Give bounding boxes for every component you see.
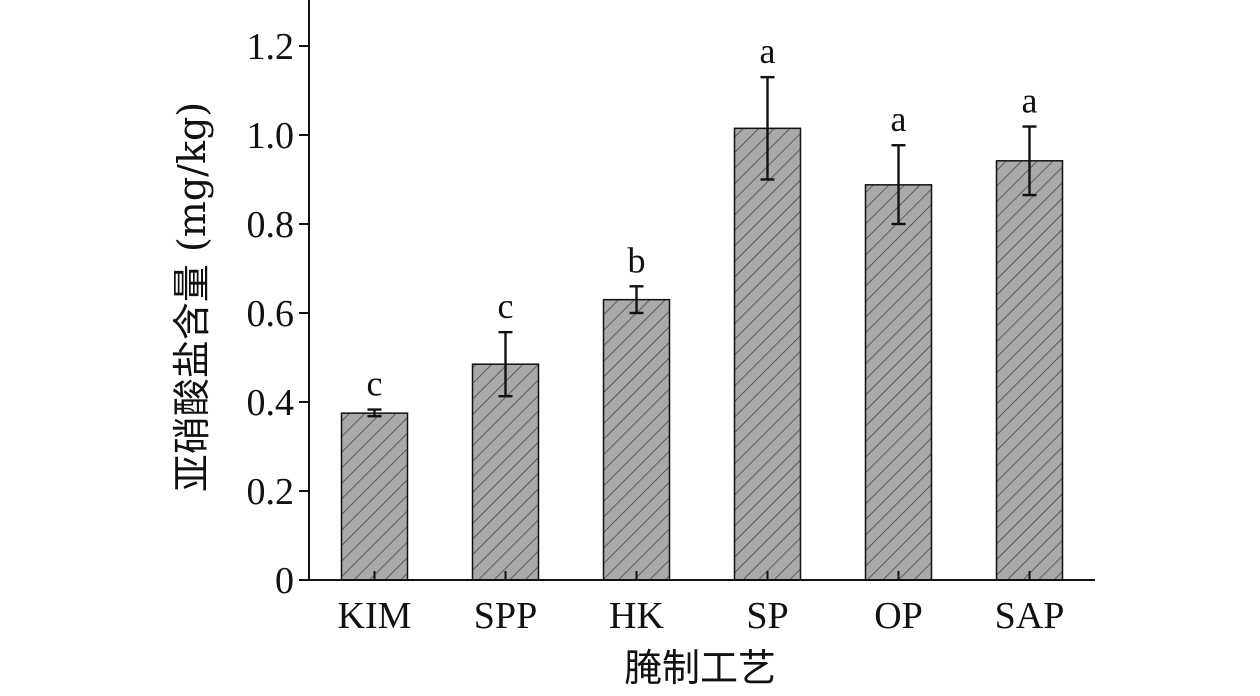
x-tick-label: SAP: [995, 595, 1065, 637]
y-tick-label: 0.4: [247, 382, 295, 424]
y-tick-label: 0.6: [247, 293, 295, 335]
x-tick-label: KIM: [338, 595, 412, 637]
bar: [602, 298, 671, 581]
y-axis-title: 亚硝酸盐含量 (mg/kg): [170, 102, 214, 492]
y-ticks: 0 0.2 0.4 0.6 0.8 1.0 1.2: [247, 26, 309, 602]
bar: [995, 160, 1064, 581]
y-tick-label: 0.2: [247, 471, 295, 513]
bars: [340, 127, 1064, 581]
x-ticks: KIM SPP HK SP OP SAP: [338, 571, 1065, 637]
significance-letter: a: [1022, 81, 1038, 121]
y-tick-label: 0: [275, 560, 294, 602]
x-tick-label: OP: [874, 595, 923, 637]
y-tick-label: 1.2: [247, 26, 295, 68]
x-tick-label: SP: [746, 595, 788, 637]
y-tick-label: 0.8: [247, 204, 295, 246]
bar: [733, 127, 802, 581]
x-tick-label: SPP: [474, 595, 537, 637]
bar: [864, 184, 933, 581]
error-bars: [367, 75, 1037, 418]
significance-letter: b: [628, 240, 646, 280]
axes: [308, 0, 1095, 581]
significance-letter: c: [367, 364, 383, 404]
y-tick-label: 1.0: [247, 115, 295, 157]
significance-letter: a: [891, 99, 907, 139]
bar: [471, 363, 540, 581]
significance-labels: c c b a a a: [367, 31, 1038, 403]
x-axis-title: 腌制工艺: [624, 646, 776, 690]
bar: [340, 412, 409, 581]
x-tick-label: HK: [609, 595, 664, 637]
significance-letter: a: [760, 31, 776, 71]
significance-letter: c: [498, 286, 514, 326]
